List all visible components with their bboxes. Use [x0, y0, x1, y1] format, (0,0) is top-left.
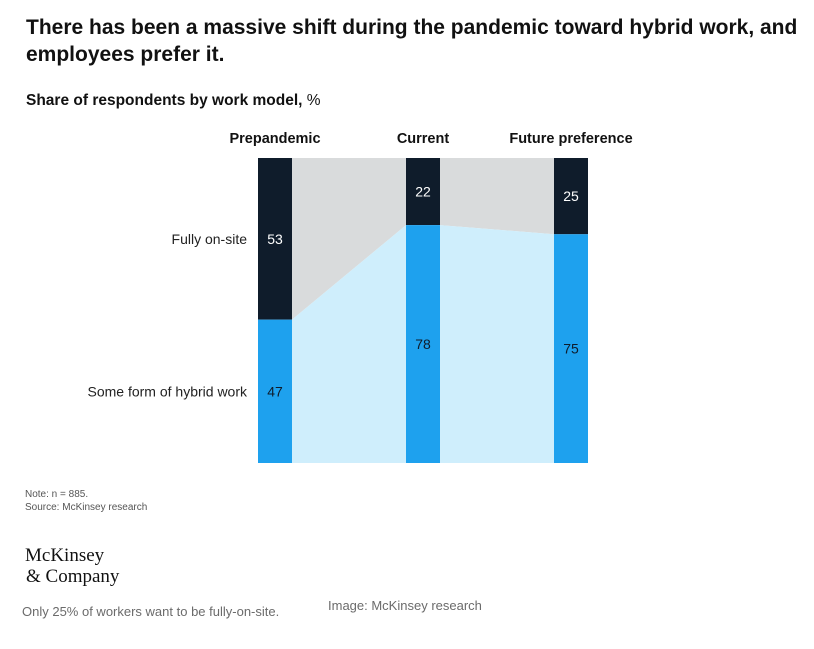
- on-site-flow-band: [440, 158, 554, 235]
- category-label: Prepandemic: [229, 131, 320, 147]
- bar-segment-on-site: [554, 158, 588, 235]
- logo-line-1: McKinsey: [25, 545, 105, 566]
- bar-segment-hybrid: [554, 234, 588, 463]
- category-label: Current: [397, 131, 450, 147]
- data-label-on-site: 22: [415, 184, 431, 200]
- bar-segment-on-site: [406, 158, 440, 226]
- category-label: Future preference: [509, 131, 632, 147]
- bar-segment-on-site: [258, 158, 292, 320]
- bar-segment-hybrid: [258, 319, 292, 463]
- chart-note: Note: n = 885.: [25, 489, 89, 500]
- series-label-hybrid: Some form of hybrid work: [88, 383, 248, 399]
- chart-subtitle: Share of respondents by work model, %: [26, 92, 321, 110]
- data-label-on-site: 25: [563, 188, 579, 204]
- subtitle-text: Share of respondents by work model,: [26, 92, 303, 109]
- data-label-on-site: 53: [267, 231, 283, 247]
- hybrid-flow-band: [440, 225, 554, 463]
- mckinsey-logo: McKinsey & Company: [25, 545, 119, 587]
- logo-line-2: & Company: [26, 566, 120, 587]
- image-caption: Only 25% of workers want to be fully-on-…: [22, 604, 280, 619]
- on-site-flow-band: [292, 158, 406, 320]
- data-label-hybrid: 47: [267, 383, 283, 399]
- data-label-hybrid: 78: [415, 336, 431, 352]
- image-credit: Image: McKinsey research: [328, 598, 482, 613]
- stacked-bar-chart: 53 47 22 78 25 75 Prepandemic Current Future pre…: [88, 131, 633, 463]
- hybrid-flow-band: [292, 225, 406, 463]
- data-label-hybrid: 75: [563, 341, 579, 357]
- subtitle-unit: %: [306, 92, 321, 109]
- chart-headline: There has been a massive shift during th…: [26, 16, 798, 66]
- chart-source: Source: McKinsey research: [25, 502, 148, 513]
- bar-segment-hybrid: [406, 225, 440, 463]
- series-label-on-site: Fully on-site: [172, 231, 248, 247]
